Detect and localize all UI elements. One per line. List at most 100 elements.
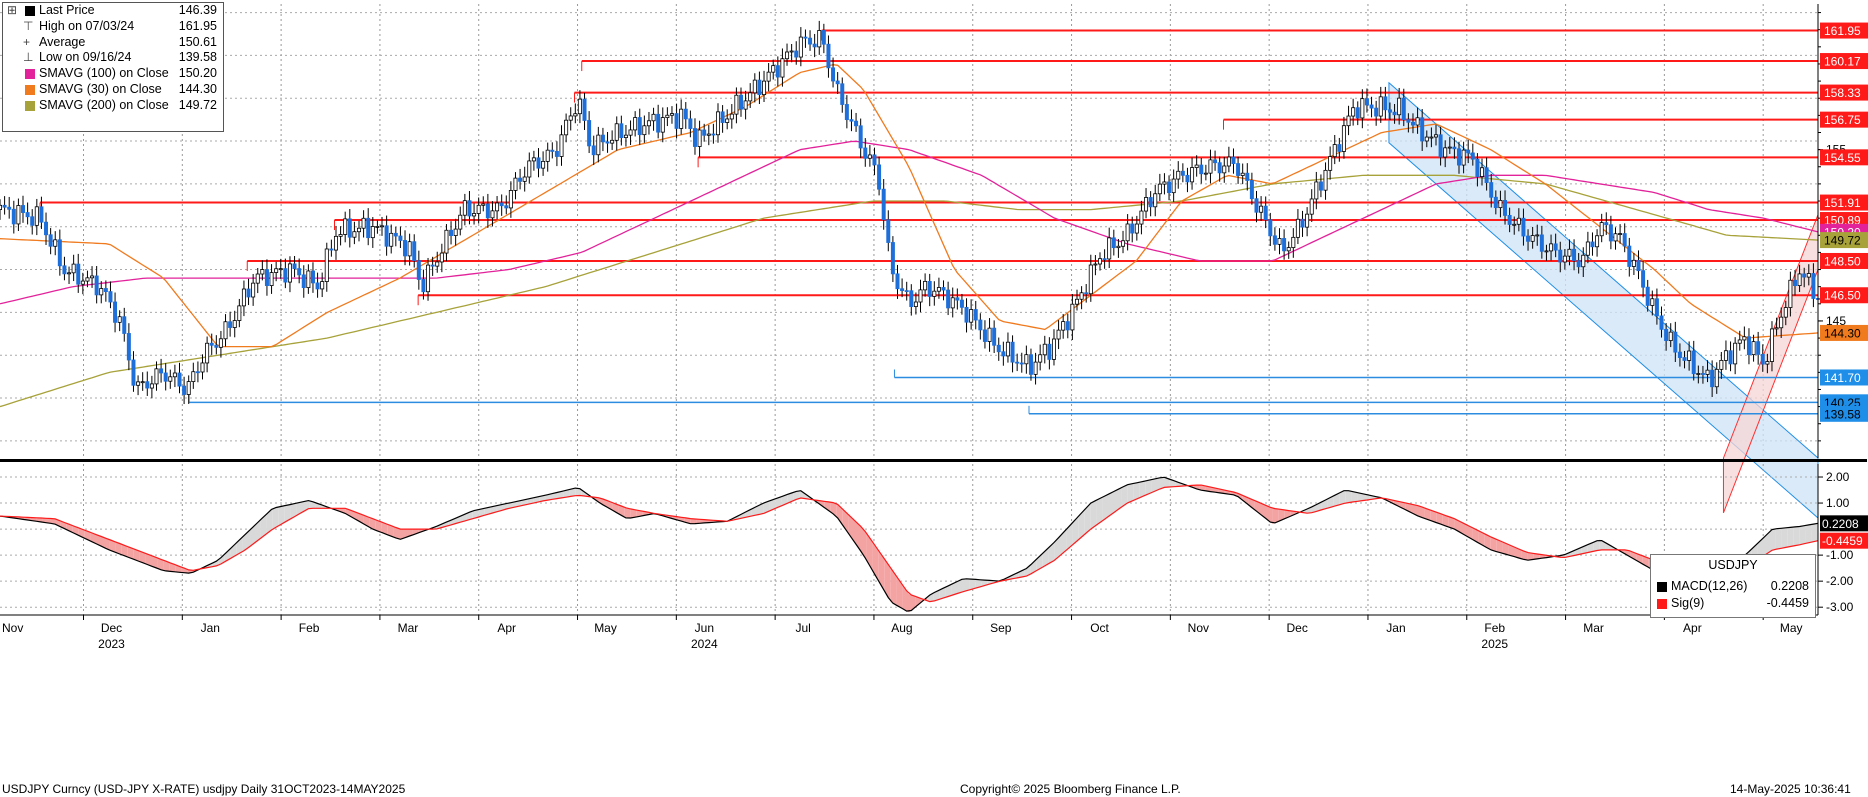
macd-fill — [248, 525, 255, 548]
macd-fill — [890, 568, 897, 606]
candle-body — [1581, 254, 1586, 268]
candle-body — [1157, 183, 1162, 195]
candle-body — [1553, 243, 1558, 251]
candle-body — [840, 83, 845, 105]
candle-body — [545, 149, 550, 162]
candle-body — [568, 115, 573, 121]
candle-body — [472, 213, 477, 217]
macd-fill — [109, 539, 116, 553]
candle-body — [214, 344, 219, 348]
macd-fill — [1624, 549, 1631, 557]
macd-fill — [1533, 553, 1540, 560]
candle-body — [389, 232, 394, 247]
candle-body — [1079, 292, 1084, 300]
year-label: 2024 — [691, 637, 718, 651]
candle-body — [1263, 205, 1268, 221]
candle-body — [1650, 298, 1655, 306]
candle-body — [739, 94, 744, 110]
macd-fill — [1345, 490, 1352, 504]
candle-body — [462, 200, 467, 216]
candle-body — [1714, 368, 1719, 388]
macd-fill — [509, 501, 516, 509]
candle-body — [1061, 321, 1066, 331]
candle-body — [1088, 264, 1093, 295]
macd-fill — [296, 501, 303, 516]
x-axis: Nov Dec Jan Feb Mar Apr May Jun Jul Aug Sep Oct Nov D… — [0, 614, 1818, 651]
candle-body — [1374, 107, 1379, 117]
macd-fill — [878, 550, 885, 592]
candle-body — [554, 151, 559, 157]
expand-icon[interactable]: ⊞ — [7, 3, 18, 17]
macd-fill — [1472, 527, 1479, 543]
candle-body — [789, 50, 794, 53]
month-label: Aug — [891, 621, 912, 635]
candle-body — [21, 205, 26, 213]
price-tag-label: 160.17 — [1824, 55, 1861, 69]
candle-body — [844, 104, 849, 121]
candle-body — [794, 50, 799, 58]
macd-fill — [133, 548, 140, 562]
macd-fill — [115, 541, 122, 555]
macd-fill — [1309, 505, 1315, 514]
candle-body — [1355, 107, 1360, 119]
candle-body — [1696, 373, 1701, 375]
macd-line — [0, 476, 1819, 612]
macd-fill — [1763, 532, 1770, 556]
price-tag — [1820, 369, 1868, 386]
legend-high: ⊤ High on 07/03/24 161.95 — [3, 19, 223, 35]
macd-value: 0.2208 — [1770, 579, 1809, 593]
candle-body — [1323, 169, 1328, 191]
macd-label: MACD(12,26) — [1671, 579, 1748, 593]
candle-body — [992, 327, 997, 346]
price-tag — [1820, 111, 1868, 128]
macd-fill — [836, 503, 843, 525]
candle-body — [467, 200, 472, 217]
candle-body — [748, 92, 753, 102]
candle-body — [168, 376, 173, 382]
macd-fill — [1448, 516, 1455, 530]
candle-body — [1125, 223, 1130, 242]
candle-body — [1272, 235, 1277, 245]
candle-body — [264, 269, 269, 286]
candle-body — [1618, 233, 1623, 235]
candle-body — [1802, 273, 1807, 278]
candle-body — [1074, 298, 1079, 305]
macd-fill — [369, 517, 376, 531]
candle-body — [16, 205, 21, 225]
candle-body — [1433, 134, 1438, 138]
candle-body — [1521, 217, 1526, 237]
candle-body — [1153, 193, 1158, 208]
candle-body — [1056, 329, 1061, 340]
candle-body — [1208, 159, 1213, 174]
macd-fill — [1072, 516, 1079, 545]
candle-body — [1503, 200, 1508, 216]
candle-body — [1526, 235, 1531, 242]
macd-fill — [127, 546, 134, 560]
macd-fill — [690, 518, 697, 524]
month-label: May — [594, 621, 617, 635]
footer-timestamp: 14-May-2025 10:36:41 — [1730, 782, 1851, 796]
candle-body — [1286, 247, 1291, 252]
price-tag — [1820, 194, 1868, 211]
macd-fill — [842, 508, 849, 534]
macd-fill — [763, 500, 770, 514]
candle-body — [1102, 258, 1107, 261]
candle-body — [1769, 328, 1774, 362]
month-label: Jan — [1386, 621, 1405, 635]
candle-body — [1687, 350, 1692, 361]
candle-body — [762, 80, 767, 96]
candle-body — [849, 119, 854, 122]
macd-fill — [1193, 484, 1200, 490]
macd-fill — [1521, 549, 1528, 561]
macd-fill — [1096, 497, 1103, 525]
candle-body — [1452, 146, 1457, 150]
macd-fill — [284, 504, 291, 523]
candle-body — [278, 268, 283, 271]
macd-fill — [1393, 500, 1400, 507]
price-tag-label: 161.95 — [1824, 24, 1861, 38]
legend-label: SMAVG (100) on Close — [39, 66, 169, 81]
candle-body — [1576, 260, 1581, 268]
legend-value: 150.61 — [178, 34, 217, 49]
legend-last-price: ⊞ Last Price 146.39 — [3, 3, 223, 19]
candle-body — [1604, 222, 1609, 226]
